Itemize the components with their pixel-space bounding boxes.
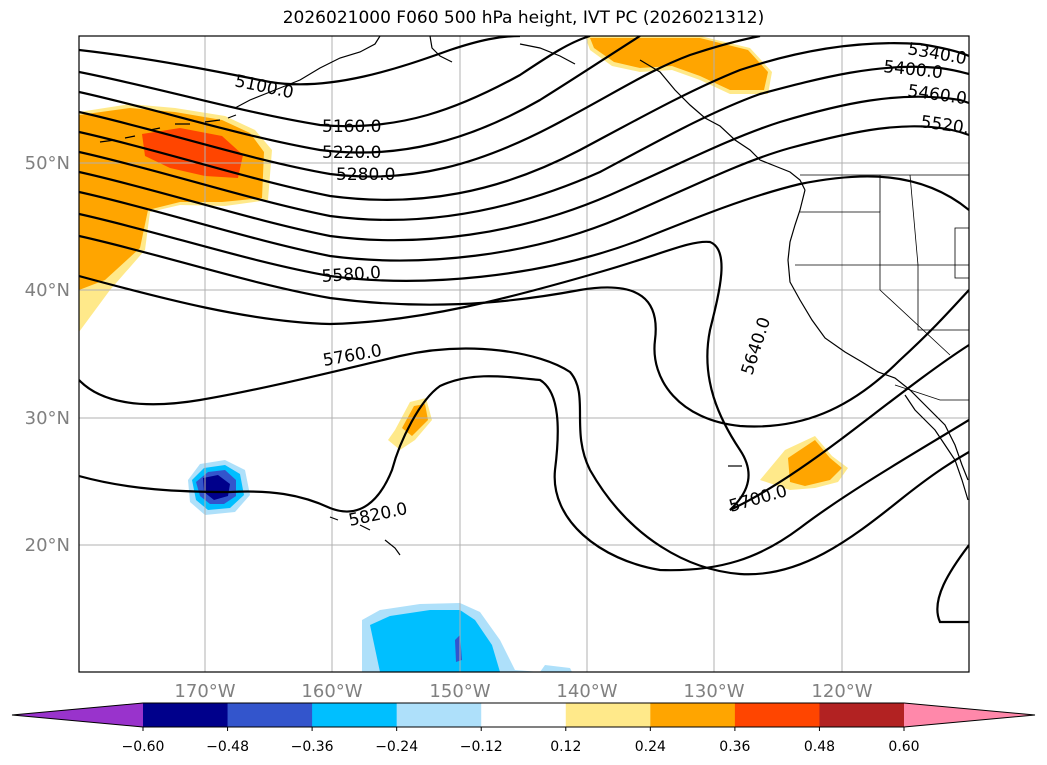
colorbar-segment: [143, 703, 229, 727]
colorbar-segment: [481, 703, 567, 727]
lon-label-150w: 150°W: [429, 681, 490, 702]
contour-5100: [79, 36, 521, 86]
us-mexico-border: [894, 384, 969, 401]
colorbar-extend-low: [12, 703, 143, 727]
lat-label-20n: 20°N: [25, 535, 70, 556]
colorbar-tick-label: 0.60: [888, 739, 919, 755]
lon-label-group: 170°W 160°W 150°W 140°W 130°W 120°W: [174, 681, 872, 702]
colorbar-tick-label: −0.36: [291, 739, 334, 755]
colorbar-tick-label: −0.12: [460, 739, 503, 755]
contour-label-5580: 5580.0: [321, 263, 382, 287]
contour-5700: [79, 240, 969, 511]
lat-label-group: 50°N 40°N 30°N 20°N: [25, 153, 70, 556]
colorbar-tick-label: 0.24: [635, 739, 666, 755]
lon-label-120w: 120°W: [811, 681, 872, 702]
colorbar-tick-label: 0.12: [550, 739, 581, 755]
graticule: [79, 36, 969, 672]
contour-5400: [79, 65, 969, 221]
colorbar-segment: [312, 703, 398, 727]
lon-label-160w: 160°W: [301, 681, 362, 702]
aleutian-islands: [99, 114, 237, 143]
state-border-az: [917, 265, 969, 331]
lat-label-30n: 30°N: [25, 408, 70, 429]
contour-label-5640: 5640.0: [738, 315, 775, 378]
contour-label-5520: 5520.0: [919, 112, 981, 140]
colorbar-tick-label: 0.48: [804, 739, 835, 755]
lon-label-140w: 140°W: [556, 681, 617, 702]
contour-label-group: 5100.0 5160.0 5220.0 5280.0 5340.0 5400.…: [233, 39, 981, 531]
contour-5520: [79, 125, 969, 262]
contour-5820: [79, 375, 969, 572]
colorbar-tick-label: −0.48: [206, 739, 249, 755]
colorbar-extend-high: [904, 703, 1035, 727]
colorbar-segment: [819, 703, 905, 727]
state-border-nv-ca: [879, 265, 951, 356]
alaska-south-coast: [429, 36, 576, 65]
contour-label-5220: 5220.0: [322, 143, 381, 163]
contour-5580: [79, 175, 969, 282]
hawaii-islands: [329, 516, 401, 556]
state-border-ut: [954, 227, 969, 279]
lon-label-170w: 170°W: [174, 681, 235, 702]
lon-label-130w: 130°W: [683, 681, 744, 702]
us-west-coast: [787, 189, 969, 481]
bc-coast: [639, 59, 806, 191]
contour-5460: [79, 95, 969, 242]
contour-5340: [79, 42, 969, 201]
contour-5640: [79, 234, 969, 428]
lat-label-50n: 50°N: [25, 153, 70, 174]
baja-coast: [904, 394, 969, 501]
colorbar-segment: [565, 703, 651, 727]
colorbar-segment: [396, 703, 482, 727]
ivt-strong-west: [142, 128, 243, 178]
contour-label-5700: 5700.0: [727, 481, 790, 517]
contour-label-5280: 5280.0: [336, 165, 395, 185]
contour-5820-south: [936, 544, 969, 624]
contour-5220: [79, 36, 641, 154]
contour-label-5820: 5820.0: [347, 499, 409, 531]
colorbar-segment: [650, 703, 736, 727]
colorbar-tick-label: −0.24: [375, 739, 418, 755]
contour-label-5460: 5460.0: [906, 81, 968, 109]
contour-5760: [79, 347, 969, 576]
colorbar-tick-label: −0.60: [122, 739, 165, 755]
colorbar-ticks: −0.60 −0.48 −0.36 −0.24 −0.12 0.12 0.24 0.36 0.4…: [122, 727, 920, 755]
contour-label-5100: 5100.0: [233, 71, 295, 103]
colorbar-segment: [734, 703, 820, 727]
colorbar-segments: [12, 703, 1035, 727]
ivt-negative-w4: [203, 475, 230, 500]
state-border-wa-or: [800, 211, 881, 265]
lat-label-40n: 40°N: [25, 280, 70, 301]
colorbar-segment: [227, 703, 313, 727]
plot-frame: [78, 35, 970, 673]
state-border-id: [879, 174, 919, 266]
contour-5280: [79, 36, 761, 178]
ivt-positive-se-core: [788, 440, 842, 486]
alaska-coast: [234, 36, 381, 109]
political-borders: [795, 174, 969, 401]
contour-5160: [79, 36, 591, 128]
map-title: 2026021000 F060 500 hPa height, IVT PC (…: [282, 8, 765, 28]
ivt-negative-south-core: [370, 610, 500, 672]
ivt-shading: [79, 36, 848, 672]
map-layer: 5100.0 5160.0 5220.0 5280.0 5340.0 5400.…: [79, 36, 981, 672]
colorbar-tick-label: 0.36: [719, 739, 750, 755]
colorbar: −0.60 −0.48 −0.36 −0.24 −0.12 0.12 0.24 0.36 0.4…: [11, 702, 1036, 755]
height-contours: [79, 36, 969, 624]
contour-label-5160: 5160.0: [322, 117, 381, 137]
